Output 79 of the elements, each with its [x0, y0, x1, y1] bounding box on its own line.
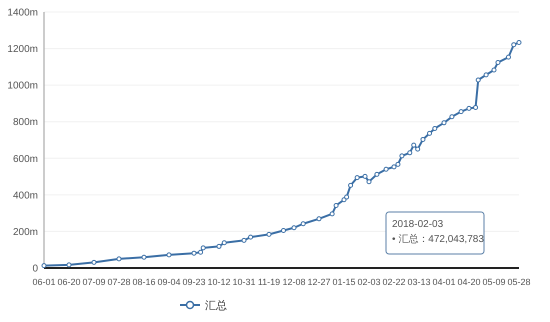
point [392, 164, 396, 170]
x-tick-label: 03-13 [407, 277, 431, 287]
point [495, 60, 500, 65]
annotation: 2018-02-03 [392, 219, 444, 230]
point [216, 244, 222, 249]
point [506, 54, 511, 60]
point [266, 232, 272, 237]
point [354, 175, 360, 180]
y-tick-label: 1000m [7, 80, 38, 92]
x-tick-label: 06-01 [32, 277, 56, 287]
x-tick-label: 09-23 [182, 277, 206, 287]
annotation: • 汇总：472,043,783 [392, 233, 484, 245]
point [300, 221, 306, 226]
point [473, 104, 478, 110]
legend-label: 汇总 [205, 299, 227, 312]
y-tick-label: 1400m [7, 8, 38, 18]
point [458, 109, 464, 114]
point [492, 67, 496, 72]
x-tick-label: 01-15 [332, 277, 356, 287]
point [374, 172, 380, 177]
y-tick-label: 400m [12, 190, 38, 202]
point [415, 146, 420, 152]
y-tick-label: 600m [12, 154, 38, 165]
point [511, 42, 516, 48]
x-tick-label: 06-20 [57, 277, 81, 287]
x-tick-label: 07-09 [82, 277, 106, 287]
point [116, 256, 122, 262]
point [280, 228, 286, 234]
point [292, 225, 296, 230]
point [362, 174, 368, 179]
point [242, 238, 246, 243]
point [330, 211, 335, 216]
point [344, 194, 350, 200]
point [348, 182, 354, 188]
x-tick-label: 08-16 [132, 277, 156, 287]
point [427, 130, 432, 136]
y-tick-label: 0 [32, 264, 38, 274]
point [407, 150, 412, 156]
point [92, 260, 96, 265]
x-tick-label: 05-28 [507, 277, 531, 287]
point [399, 153, 404, 158]
point [432, 126, 438, 131]
point [316, 216, 322, 222]
x-tick-label: 10-12 [207, 277, 231, 287]
point [66, 262, 72, 268]
y-tick-label: 800m [12, 117, 38, 128]
point [200, 245, 206, 250]
point [192, 250, 196, 256]
point [222, 240, 227, 246]
point [420, 136, 426, 142]
x-tick-label: 05-09 [482, 277, 506, 287]
point [449, 114, 454, 120]
x-tick-label: 09-04 [157, 277, 181, 287]
y-tick-label: 1200m [7, 44, 38, 56]
point [166, 252, 172, 258]
x-tick-label: 10-31 [232, 277, 256, 287]
x-tick-label: 04-01 [432, 277, 456, 287]
x-tick-label: 12-08 [282, 277, 306, 287]
point [42, 263, 46, 268]
point [476, 78, 481, 83]
y-tick-label: 200m [12, 226, 38, 238]
x-tick-label: 11-19 [258, 277, 280, 287]
point [484, 72, 489, 78]
point [442, 120, 446, 126]
x-tick-label: 02-03 [357, 277, 381, 287]
point [198, 250, 204, 255]
x-tick-label: 12-27 [307, 277, 331, 287]
x-tick-label: 07-28 [107, 277, 131, 287]
point [384, 166, 389, 172]
x-tick-label: 04-20 [457, 277, 481, 287]
point [395, 162, 400, 167]
x-tick-label: 02-22 [382, 277, 406, 287]
point [248, 234, 254, 240]
point [142, 254, 146, 260]
point [334, 202, 339, 208]
point [411, 142, 416, 148]
point [366, 179, 372, 184]
point [466, 106, 472, 111]
point [516, 40, 522, 46]
